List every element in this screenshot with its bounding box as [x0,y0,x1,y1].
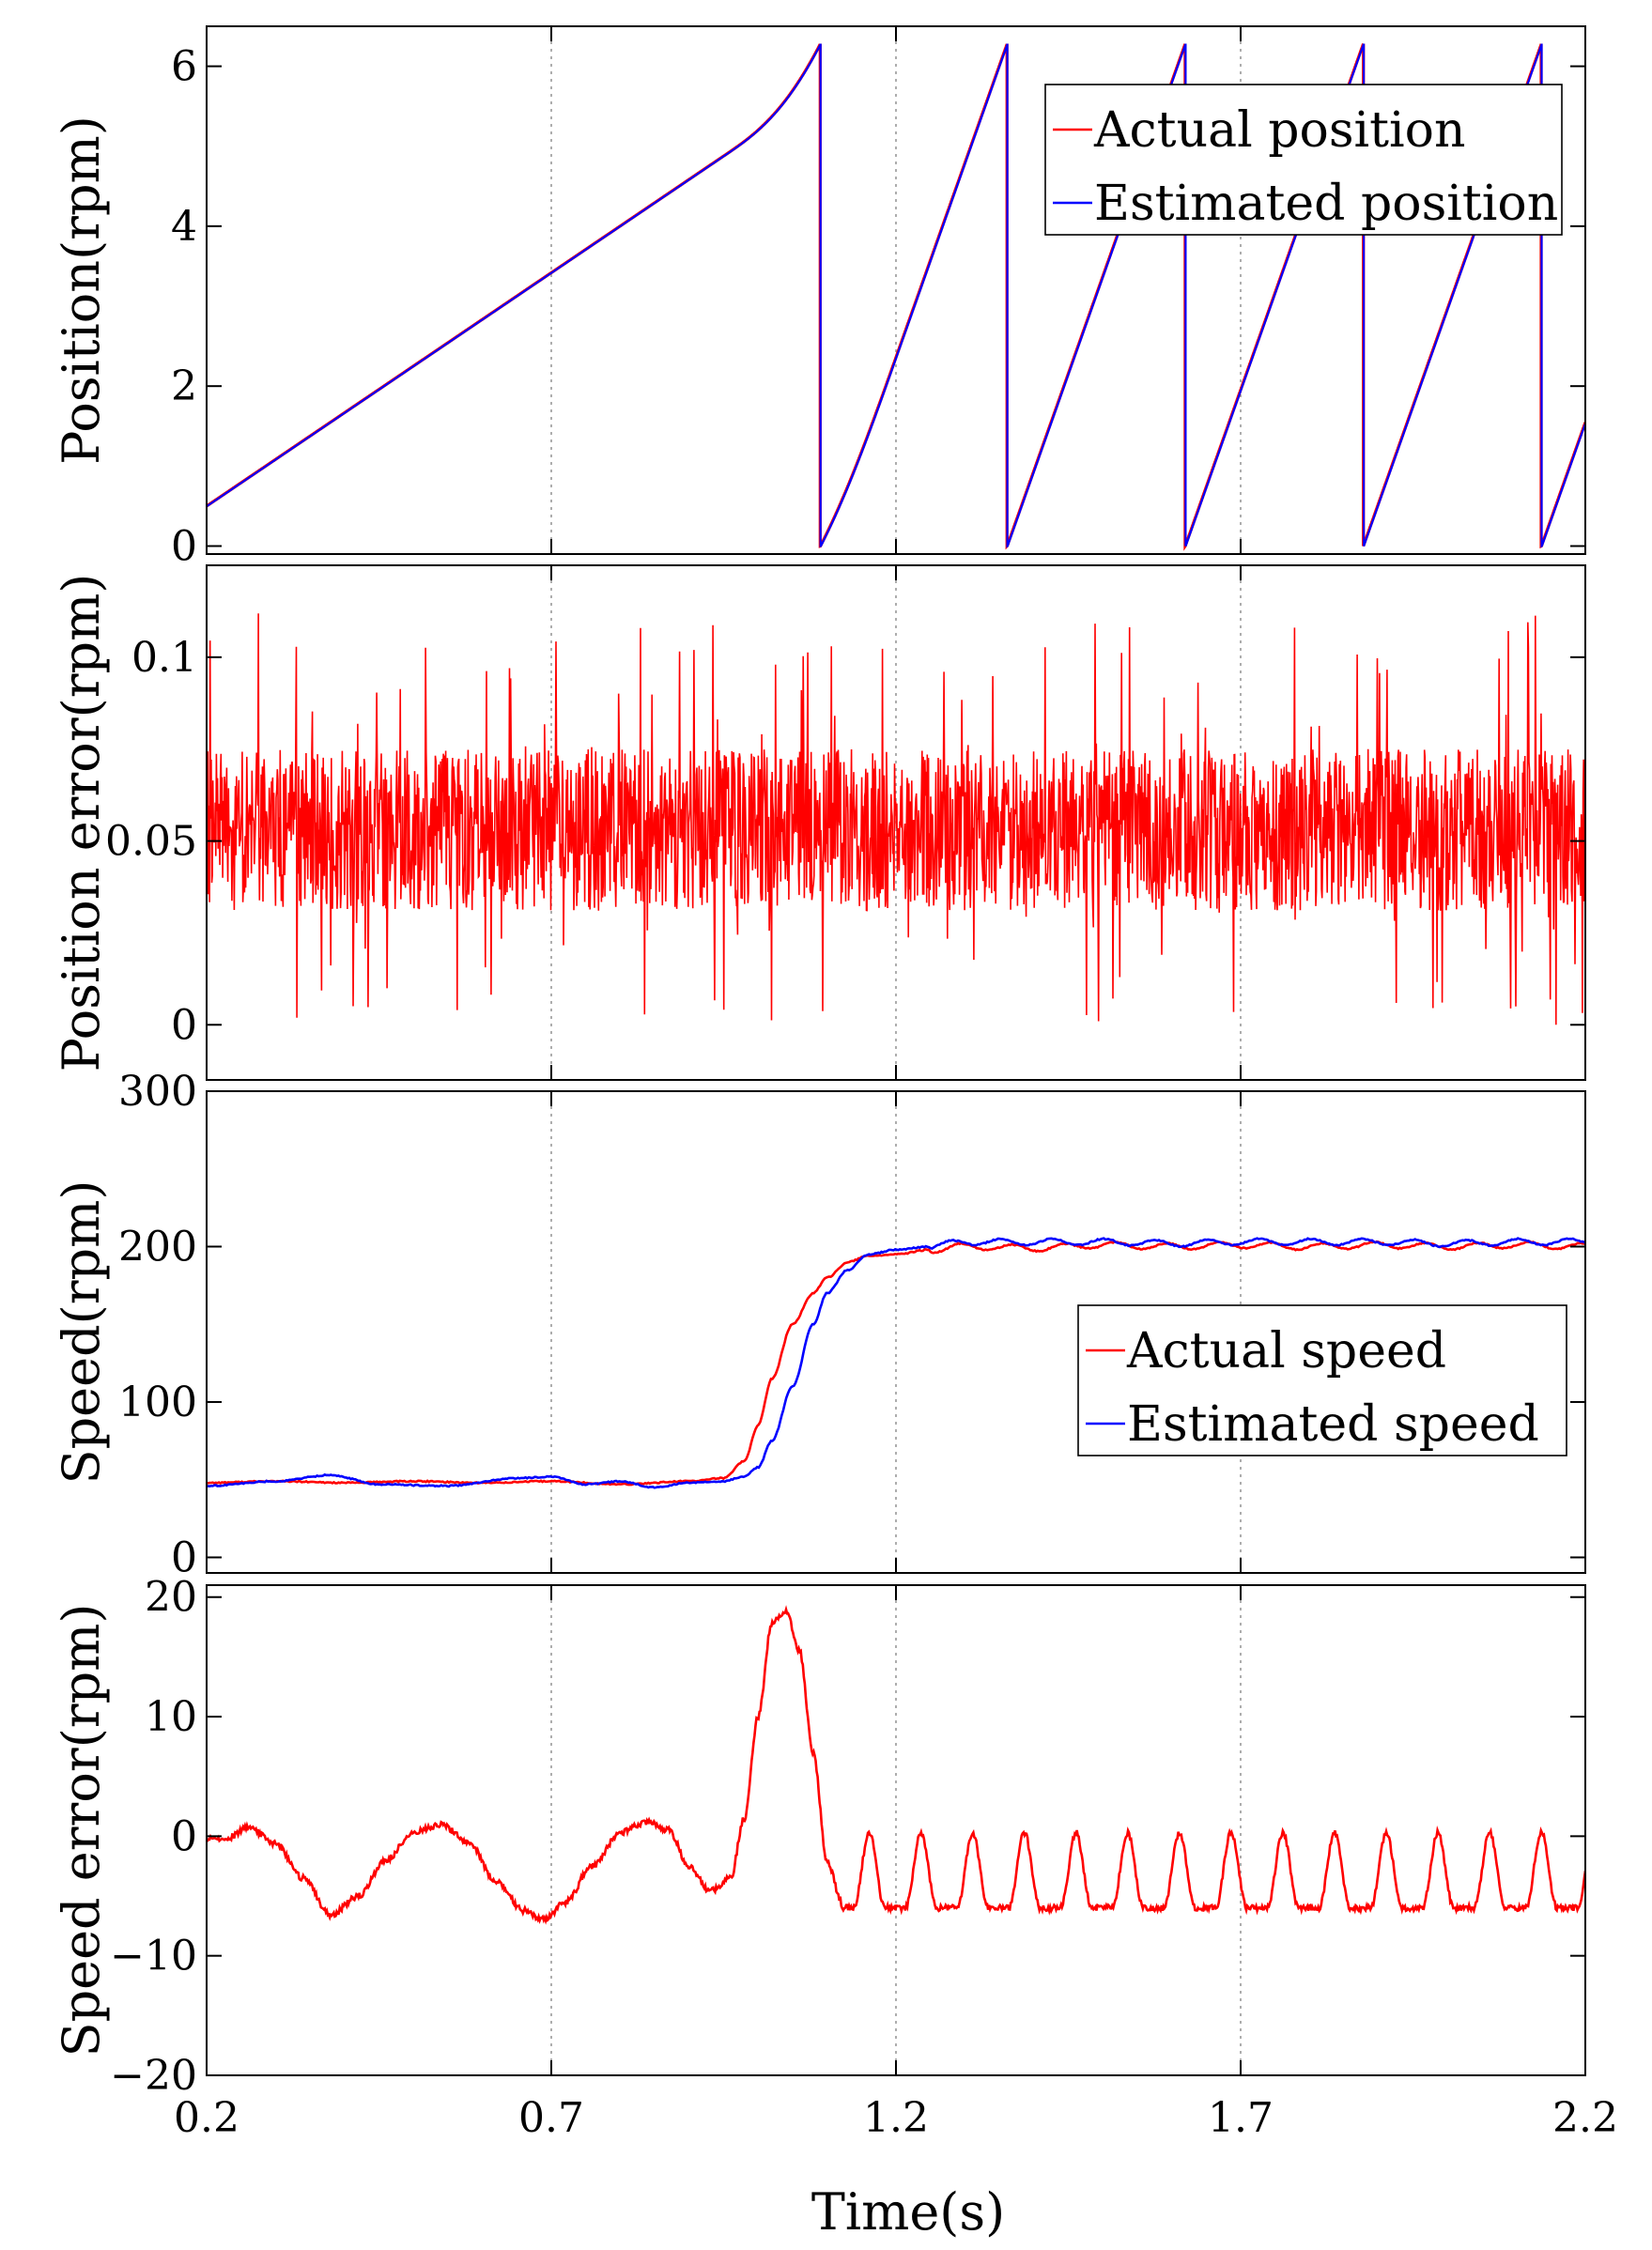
speed-legend: Actual speed Estimated speed [1077,1304,1567,1456]
speed-ytick-label: 300 [118,1068,197,1116]
x-axis-label: Time(s) [811,2182,1005,2242]
position-legend-label: Actual position [1093,102,1465,159]
position-ytick-label: 2 [171,362,197,410]
speed-error-panel: −20 −10 0 10 20 0.2 0.7 1.2 1.7 2.2 Speed error(rp… [52,1574,1618,2142]
speed_error-series-layer [207,1605,1585,1925]
speed-ytick-label: 100 [118,1379,197,1426]
speed-legend-label: Estimated speed [1127,1396,1539,1453]
position-ytick-label: 0 [171,522,197,570]
actual-speed-line [207,1240,1585,1487]
position-legend: Actual position Estimated position [1044,84,1563,236]
position-ytick-label: 4 [171,203,197,251]
estimated-speed-line [207,1237,1585,1489]
position-legend-box [1044,84,1563,236]
position-y-axis-title: Position(rpm) [52,116,111,465]
speed_error-ytick-label: 20 [145,1574,197,1622]
xtick-label: 1.2 [863,2094,929,2142]
position_error-y-axis-title: Position error(rpm) [52,574,111,1072]
position-series-layer [207,43,1585,551]
position_error-ytick-label: 0.1 [131,634,197,682]
speed_error-ytick-label: 0 [171,1812,197,1860]
position-ytick-label: 6 [171,43,197,91]
speed-legend-label: Actual speed [1126,1323,1446,1379]
speed_error-ytick-label: −20 [110,2052,197,2100]
speed-ytick-label: 0 [171,1533,197,1581]
xtick-label: 2.2 [1552,2094,1618,2142]
speed_error-y-axis-title: Speed error(rpm) [52,1604,111,2057]
xtick-label: 0.7 [518,2094,584,2142]
position_error-ytick-label: 0.05 [105,818,197,866]
xtick-label: 0.2 [174,2094,239,2142]
position-error-line [207,613,1585,1025]
position_error-ytick-label: 0 [171,1001,197,1049]
speed-legend-box [1077,1304,1567,1456]
position-error-panel: 0 0.05 0.1 Position error(rpm) [52,564,1586,1081]
speed-ytick-label: 200 [118,1223,197,1271]
position-panel: 0 2 4 6 Position(rpm) Actual position Estimate… [52,25,1586,570]
speed-series-layer [207,1237,1585,1489]
position_error-series-layer [207,613,1585,1025]
speed_error-ytick-label: −10 [110,1933,197,1980]
xtick-label: 1.7 [1208,2094,1274,2142]
estimated-position-line [207,43,1585,548]
speed-error-line [207,1605,1585,1925]
position-legend-label: Estimated position [1094,176,1558,232]
speed-y-axis-title: Speed(rpm) [52,1180,111,1485]
speed-panel: 0 100 200 300 Speed(rpm) Actual speed Estimate… [52,1068,1586,1581]
speed_error-ytick-label: 10 [145,1693,197,1741]
speed_error-plot-area [207,1585,1585,2075]
